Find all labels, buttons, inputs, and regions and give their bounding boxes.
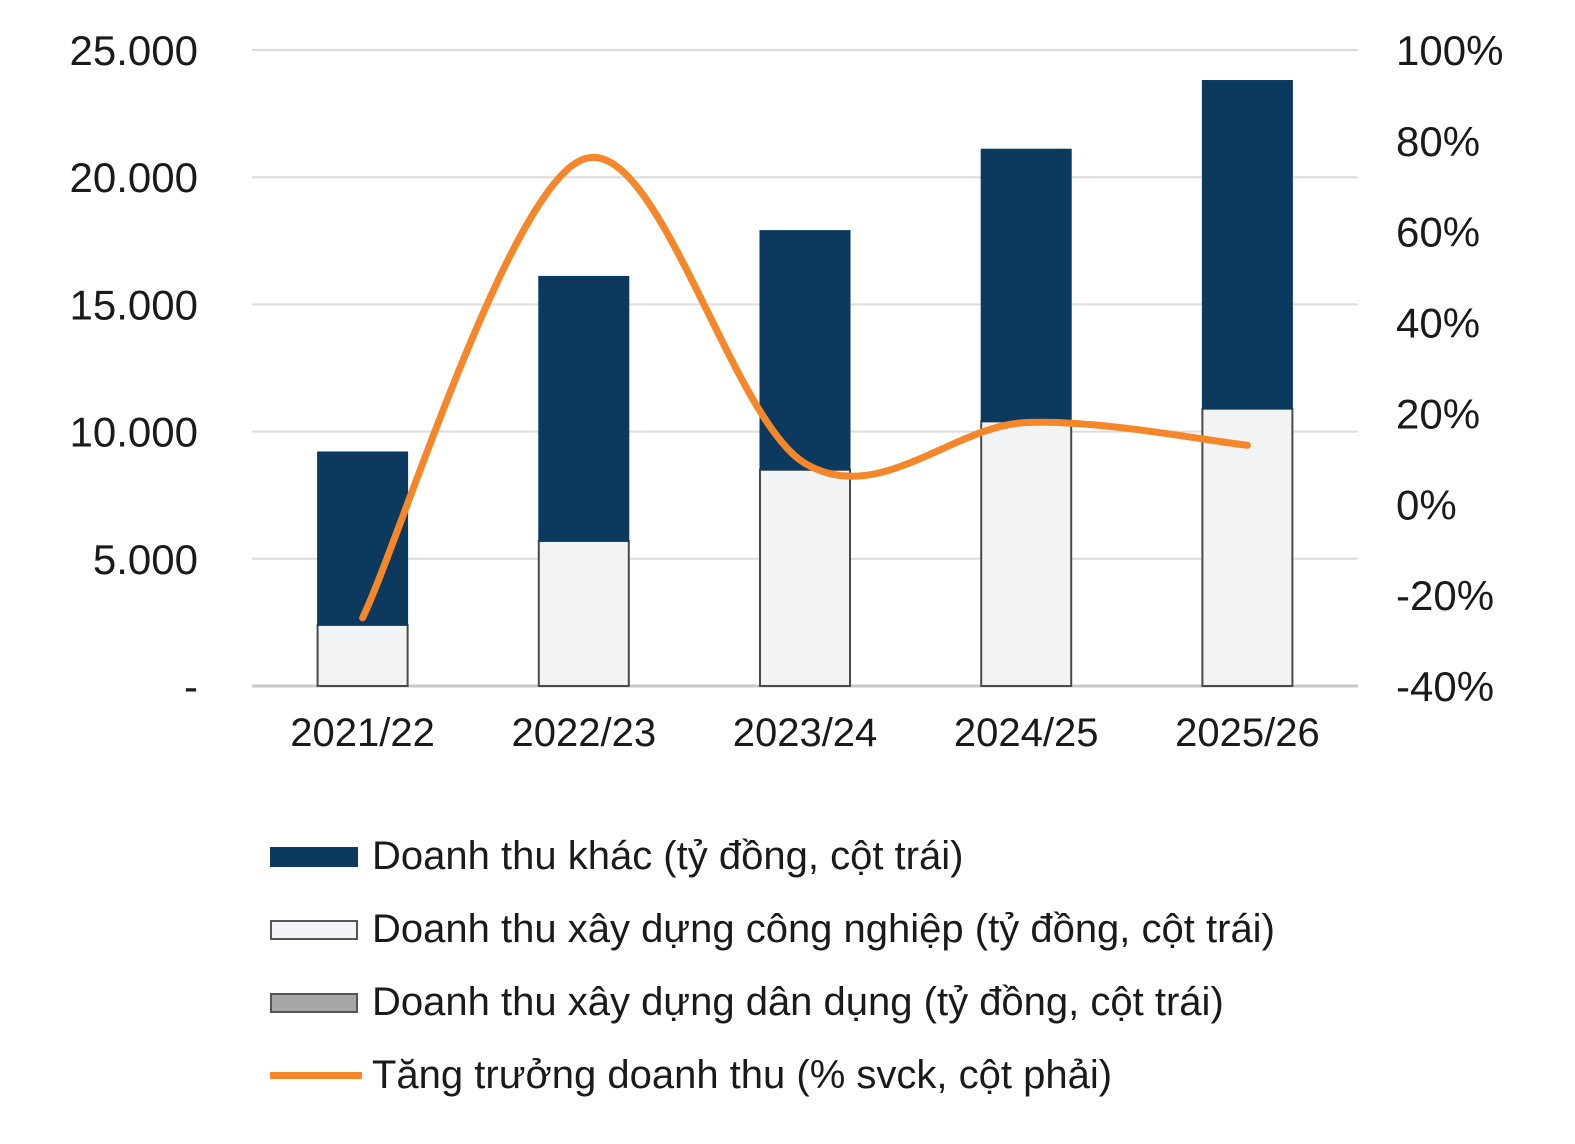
right-axis: -40% -20% 0% 20% 40% 60% 80% 100%: [1396, 27, 1503, 710]
y-right-tick-label: 20%: [1396, 390, 1480, 437]
legend-item-civil-revenue: Doanh thu xây dựng dân dụng (tỷ đồng, cộ…: [270, 966, 1275, 1039]
growth-line: [359, 153, 1251, 622]
x-axis: 2021/22 2022/23 2023/24 2024/25 2025/26: [290, 711, 1319, 755]
bar-segment: [537, 539, 630, 687]
y-left-tick-label: -: [184, 663, 198, 710]
legend-item-other-revenue: Doanh thu khác (tỷ đồng, cột trái): [270, 820, 1275, 893]
bar-segment: [1201, 407, 1294, 687]
y-right-tick-label: 80%: [1396, 118, 1480, 165]
legend-swatch-industrial-revenue: [270, 919, 358, 940]
legend: Doanh thu khác (tỷ đồng, cột trái) Doanh…: [270, 820, 1275, 1112]
bar-segment: [759, 468, 851, 688]
x-tick-label: 2024/25: [954, 711, 1099, 755]
legend-item-growth: Tăng trưởng doanh thu (% svck, cột phải): [270, 1039, 1275, 1112]
bar-segment: [316, 623, 409, 687]
legend-swatch-civil-revenue: [270, 992, 358, 1013]
y-left-tick-label: 15.000: [70, 281, 198, 328]
x-tick-label: 2022/23: [512, 711, 657, 755]
bar-segment: [1201, 80, 1293, 410]
legend-label-industrial-revenue: Doanh thu xây dựng công nghiệp (tỷ đồng,…: [372, 907, 1275, 951]
legend-label-other-revenue: Doanh thu khác (tỷ đồng, cột trái): [372, 834, 964, 878]
y-left-tick-label: 25.000: [70, 27, 198, 74]
y-right-tick-label: 40%: [1396, 300, 1480, 347]
combo-chart: - 5.000 10.000 15.000 20.000 25.000 -40% -20% 0…: [70, 27, 1504, 755]
y-right-tick-label: 0%: [1396, 481, 1457, 528]
bar-segment: [980, 420, 1073, 687]
legend-label-civil-revenue: Doanh thu xây dựng dân dụng (tỷ đồng, cộ…: [372, 980, 1224, 1024]
legend-label-growth: Tăng trưởng doanh thu (% svck, cột phải): [372, 1053, 1113, 1097]
y-right-tick-label: -40%: [1396, 663, 1494, 710]
y-left-tick-label: 5.000: [93, 536, 198, 583]
legend-swatch-growth: [270, 1072, 362, 1079]
y-left-tick-label: 20.000: [70, 154, 198, 201]
legend-swatch-other-revenue: [270, 846, 358, 867]
bars: [316, 80, 1294, 688]
bar-segment: [538, 275, 630, 542]
y-left-tick-label: 10.000: [70, 409, 198, 456]
y-right-tick-label: -20%: [1396, 572, 1494, 619]
x-tick-label: 2025/26: [1175, 711, 1320, 755]
bar-segment: [980, 148, 1072, 422]
x-tick-label: 2023/24: [733, 711, 878, 755]
growth-line-path: [359, 153, 1251, 622]
legend-item-industrial-revenue: Doanh thu xây dựng công nghiệp (tỷ đồng,…: [270, 893, 1275, 966]
left-axis: - 5.000 10.000 15.000 20.000 25.000: [70, 27, 198, 710]
y-right-tick-label: 100%: [1396, 27, 1503, 74]
x-tick-label: 2021/22: [290, 711, 435, 755]
y-right-tick-label: 60%: [1396, 209, 1480, 256]
